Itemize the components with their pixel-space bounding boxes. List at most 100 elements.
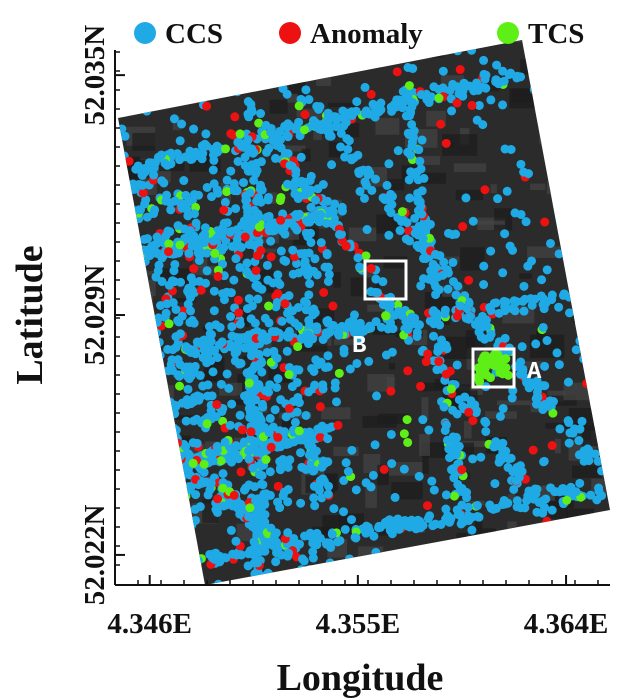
point <box>142 106 152 116</box>
texture-patch <box>515 361 545 368</box>
point <box>141 371 151 381</box>
point <box>164 319 174 329</box>
point <box>135 251 145 261</box>
point <box>415 156 425 166</box>
point <box>416 381 426 391</box>
point <box>380 562 390 572</box>
point <box>248 365 258 375</box>
point <box>142 419 152 429</box>
point <box>286 66 296 76</box>
point <box>140 320 150 330</box>
point <box>300 256 310 266</box>
point <box>257 333 267 343</box>
point <box>496 455 506 465</box>
point <box>177 119 187 129</box>
point <box>519 306 529 316</box>
point <box>474 512 484 522</box>
point <box>538 381 548 391</box>
x-tick-label: 4.364E <box>524 608 609 640</box>
point <box>373 288 383 298</box>
point <box>329 504 339 514</box>
point <box>452 409 462 419</box>
point <box>127 532 137 542</box>
point <box>175 360 185 370</box>
point <box>128 298 138 308</box>
point <box>222 175 232 185</box>
point <box>218 483 228 493</box>
point <box>564 241 574 251</box>
point <box>165 198 175 208</box>
point <box>448 277 458 287</box>
point <box>363 165 373 175</box>
texture-patch <box>126 338 161 344</box>
point <box>426 266 436 276</box>
legend-swatch <box>279 22 301 44</box>
texture-patch <box>386 377 395 389</box>
point <box>328 301 338 311</box>
point <box>154 337 164 347</box>
texture-patch <box>388 362 396 370</box>
point <box>577 416 587 426</box>
point <box>181 190 191 200</box>
point <box>532 484 542 494</box>
point <box>386 429 396 439</box>
point <box>384 159 394 169</box>
y-tick-label: 52.029N <box>79 265 111 366</box>
texture-patch <box>538 533 566 549</box>
point <box>353 150 363 160</box>
point <box>280 299 290 309</box>
point <box>124 156 134 166</box>
texture-patch <box>527 246 561 258</box>
point <box>126 434 136 444</box>
point <box>176 500 186 510</box>
texture-patch <box>546 181 574 195</box>
point <box>181 92 191 102</box>
texture-patch <box>570 525 604 548</box>
point <box>150 501 160 511</box>
point <box>229 275 239 285</box>
point <box>166 442 176 452</box>
point <box>312 540 322 550</box>
point <box>167 365 177 375</box>
point <box>564 308 574 318</box>
point <box>304 387 314 397</box>
texture-patch <box>479 564 509 574</box>
point <box>238 502 248 512</box>
texture-patch <box>348 227 377 242</box>
point <box>555 424 565 434</box>
point <box>308 116 318 126</box>
point <box>334 229 344 239</box>
point <box>486 246 496 256</box>
point <box>461 193 471 203</box>
point <box>323 351 333 361</box>
point <box>157 277 167 287</box>
point <box>486 563 496 573</box>
point <box>192 414 202 424</box>
point <box>593 456 603 466</box>
texture-patch <box>296 108 329 118</box>
point <box>322 316 332 326</box>
texture-patch <box>154 62 177 70</box>
texture-patch <box>333 338 360 345</box>
point <box>518 367 528 377</box>
point <box>172 438 182 448</box>
point <box>601 342 610 352</box>
point <box>232 347 242 357</box>
point <box>118 249 125 259</box>
point <box>390 310 400 320</box>
point <box>448 79 458 89</box>
point <box>333 420 343 430</box>
point <box>240 152 250 162</box>
point <box>494 441 504 451</box>
point <box>564 438 574 448</box>
point <box>251 395 261 405</box>
point <box>253 294 263 304</box>
point <box>334 368 344 378</box>
point <box>402 218 412 228</box>
point <box>209 155 219 165</box>
point <box>403 437 413 447</box>
point <box>235 262 245 272</box>
texture-patch <box>364 266 377 289</box>
point <box>311 446 321 456</box>
texture-patch <box>128 106 137 113</box>
